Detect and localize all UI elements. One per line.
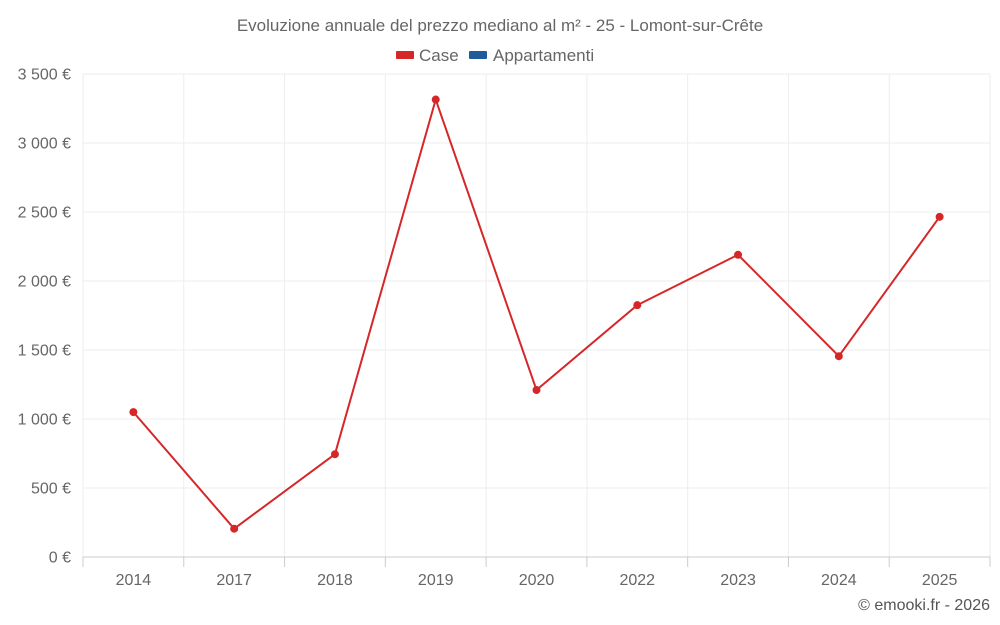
y-tick-label: 2 000 € — [18, 274, 71, 291]
y-tick-label: 1 500 € — [18, 343, 71, 360]
data-point[interactable] — [734, 250, 743, 259]
x-tick-label: 2017 — [216, 572, 252, 589]
data-point[interactable] — [633, 301, 642, 310]
x-tick-label: 2023 — [720, 572, 756, 589]
x-tick-label: 2024 — [821, 572, 857, 589]
x-tick-label: 2025 — [922, 572, 958, 589]
legend-label-appartamenti: Appartamenti — [493, 46, 594, 65]
gridlines — [82, 73, 991, 557]
legend-label-case: Case — [419, 46, 459, 65]
data-points — [129, 95, 944, 533]
data-point[interactable] — [532, 386, 541, 395]
x-tick-label: 2020 — [519, 572, 555, 589]
data-point[interactable] — [431, 95, 440, 104]
data-point[interactable] — [330, 450, 339, 459]
chart-title: Evoluzione annuale del prezzo mediano al… — [237, 16, 763, 35]
y-axis-ticks: 0 € 500 € 1 000 € 1 500 € 2 000 € 2 500 € 3 00… — [18, 67, 71, 567]
x-axis-ticks: 2014 2017 2018 2019 2020 2022 2023 2024 2025 — [82, 557, 991, 589]
x-tick-label: 2022 — [619, 572, 655, 589]
data-point[interactable] — [129, 408, 138, 417]
legend-item-appartamenti[interactable]: Appartamenti — [469, 46, 594, 65]
y-tick-label: 2 500 € — [18, 205, 71, 222]
x-tick-label: 2014 — [116, 572, 152, 589]
legend-swatch-case — [396, 51, 414, 59]
y-tick-label: 0 € — [49, 550, 71, 567]
y-tick-label: 3 500 € — [18, 67, 71, 84]
legend-item-case[interactable]: Case — [396, 46, 459, 65]
data-point[interactable] — [230, 524, 239, 533]
credit-text: © emooki.fr - 2026 — [858, 597, 990, 614]
series-case — [132, 98, 941, 530]
y-tick-label: 1 000 € — [18, 412, 71, 429]
data-point[interactable] — [935, 212, 944, 221]
data-point[interactable] — [834, 352, 843, 361]
legend: Case Appartamenti — [396, 46, 594, 65]
legend-swatch-appartamenti — [469, 51, 487, 59]
series-line-case — [132, 98, 941, 530]
y-tick-label: 500 € — [31, 481, 71, 498]
y-tick-label: 3 000 € — [18, 136, 71, 153]
x-tick-label: 2018 — [317, 572, 353, 589]
x-tick-label: 2019 — [418, 572, 454, 589]
